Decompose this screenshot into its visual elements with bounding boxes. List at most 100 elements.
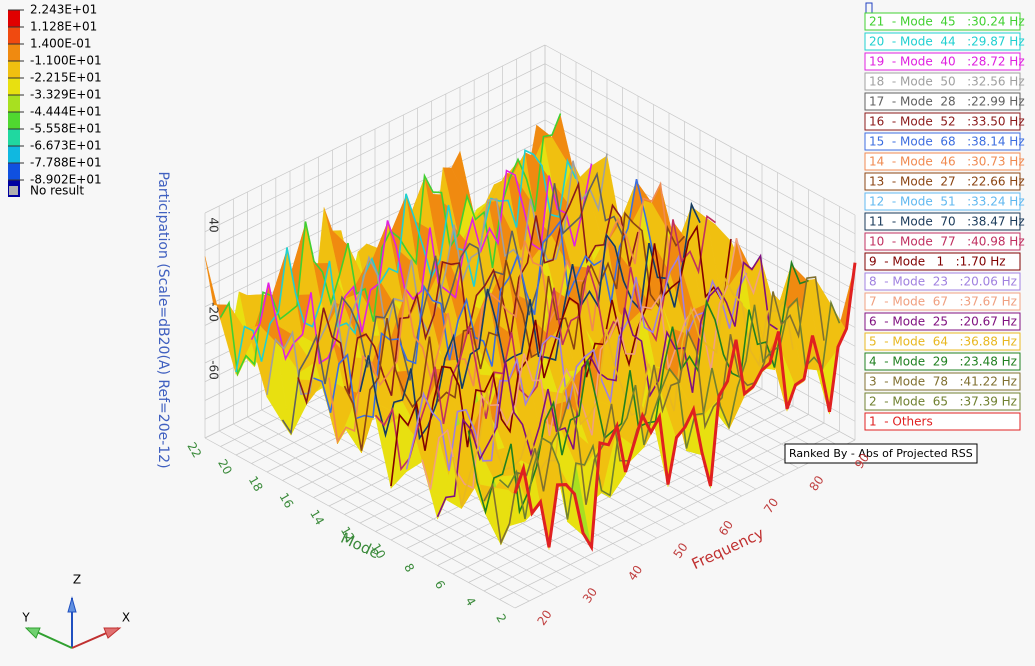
- contour-label: 1.400E-01: [30, 37, 92, 51]
- triad-y-label: Y: [21, 611, 30, 625]
- mode-legend-entry: 10 - Mode 77 :40.98 Hz: [869, 235, 1025, 249]
- mode-legend-box: [864, 332, 1021, 351]
- contour-swatch: [8, 27, 20, 44]
- grid: [544, 63, 856, 235]
- mode-legend-box: [864, 72, 1021, 91]
- x-tick-label: 70: [761, 495, 781, 516]
- mode-curve: [313, 179, 655, 420]
- mode-legend-entry: 20 - Mode 44 :29.87 Hz: [869, 35, 1025, 49]
- no-result-swatch: [9, 186, 18, 195]
- mode-legend-entry: 8 - Mode 23 :20.06 Hz: [869, 275, 1017, 289]
- mode-legend-entry: 11 - Mode 70 :38.47 Hz: [869, 215, 1025, 229]
- x-tick-label: 20: [534, 607, 554, 628]
- mode-legend-box: [864, 412, 1021, 431]
- grid: [204, 100, 546, 270]
- mode-curve: [452, 275, 794, 507]
- mode-legend-entry: 18 - Mode 50 :32.56 Hz: [869, 75, 1025, 89]
- mode-legend-entry: 7 - Mode 67 :37.67 Hz: [869, 295, 1017, 309]
- mode-curve: [250, 163, 593, 365]
- grid: [514, 439, 856, 609]
- y-tick-label: 10: [369, 541, 389, 561]
- x-tick-label: 50: [670, 540, 690, 561]
- grid: [544, 100, 856, 272]
- mode-curve: [513, 262, 857, 552]
- triad: Z X Y: [21, 573, 130, 649]
- mode-legend-entry: 15 - Mode 68 :38.14 Hz: [869, 135, 1025, 149]
- grid: [204, 119, 546, 289]
- mode-legend-box: [864, 92, 1021, 111]
- mode-curve: [343, 211, 686, 451]
- no-result-label: No result: [30, 184, 84, 198]
- mode-legend-box: [864, 392, 1021, 411]
- mode-legend-box: [864, 232, 1021, 251]
- triad-z-head: [67, 596, 77, 613]
- mode-legend-entry: 19 - Mode 40 :28.72 Hz: [869, 55, 1025, 69]
- mode-legend-box: [864, 312, 1021, 331]
- ranked-box: [784, 443, 978, 464]
- mode-legend-box: [864, 292, 1021, 311]
- mode-legend-box: [864, 52, 1021, 71]
- mode-legend-box: [864, 352, 1021, 371]
- contour-label: -2.215E+01: [30, 71, 102, 85]
- contour-label: -5.558E+01: [30, 122, 102, 136]
- mode-legend-entry: 5 - Mode 64 :36.88 Hz: [869, 335, 1017, 349]
- mode-curve: [390, 224, 732, 487]
- y-tick-label: 4: [463, 595, 479, 609]
- mode-legend-entry: 4 - Mode 29 :23.48 Hz: [869, 355, 1017, 369]
- mode-curve: [281, 171, 624, 436]
- contour-swatch: [8, 129, 20, 146]
- contour-label: -8.902E+01: [30, 173, 102, 187]
- x-tick-label: 40: [625, 563, 645, 584]
- mode-legend-entry: 2 - Mode 65 :37.39 Hz: [869, 395, 1017, 409]
- mode-legend-box: [864, 132, 1021, 151]
- ranked-by: Ranked By - Abs of Projected RSS: [789, 447, 973, 460]
- grid: [204, 44, 546, 214]
- triad-x-head: [103, 627, 122, 639]
- mode-legend-box: [864, 212, 1021, 231]
- contour-swatch: [8, 61, 20, 78]
- grid: [499, 431, 840, 600]
- contour-swatch: [8, 44, 20, 61]
- plot-3d: [204, 44, 857, 609]
- mode-legend-entry: 16 - Mode 52 :33.50 Hz: [869, 115, 1025, 129]
- mode-legend-entry: 12 - Mode 51 :33.24 Hz: [869, 195, 1025, 209]
- mode-legend-entry: 13 - Mode 27 :22.66 Hz: [869, 175, 1025, 189]
- mode-curve: [235, 149, 577, 373]
- z-tick-label: 40: [207, 217, 221, 232]
- mode-curve: [297, 180, 639, 406]
- x-tick-label: 30: [580, 585, 600, 606]
- mode-curve: [266, 153, 608, 396]
- mode-curve: [421, 237, 763, 490]
- contour-swatch: [8, 78, 20, 95]
- y-tick-label: 18: [246, 474, 266, 494]
- mode-curve: [498, 297, 841, 520]
- contour-swatch: [8, 95, 20, 112]
- grid: [544, 119, 856, 291]
- mode-legend-entry: 3 - Mode 78 :41.22 Hz: [869, 375, 1017, 389]
- contour-label: -4.444E+01: [30, 105, 102, 119]
- y-tick-label: 2: [493, 612, 509, 626]
- mode-legend-box: [864, 252, 1021, 271]
- mode-legend-entry: 21 - Mode 45 :30.24 Hz: [869, 15, 1025, 29]
- mode-legend-entry: 17 - Mode 28 :22.99 Hz: [869, 95, 1025, 109]
- mode-legend-entry: 9 - Mode 1 :1.70 Hz: [869, 255, 1006, 269]
- mode-curve: [405, 254, 748, 471]
- contour-label: 1.128E+01: [30, 20, 97, 34]
- contour-swatch: [8, 112, 20, 129]
- mode-legend-box: [864, 32, 1021, 51]
- y-tick-label: 22: [184, 440, 204, 460]
- mode-legend-box: [864, 372, 1021, 391]
- triad-y-head: [24, 627, 41, 639]
- grid: [544, 44, 856, 216]
- mode-legend-box: [864, 172, 1021, 191]
- mode-legend-box: [864, 12, 1021, 31]
- grid: [204, 138, 546, 308]
- mode-curve: [436, 253, 778, 518]
- mode-legend-box: [864, 152, 1021, 171]
- mode-curve: [359, 201, 701, 441]
- grid: [468, 414, 809, 583]
- x-tick-label: 80: [806, 473, 826, 494]
- mode-curve: [483, 276, 825, 546]
- grid: [204, 82, 546, 251]
